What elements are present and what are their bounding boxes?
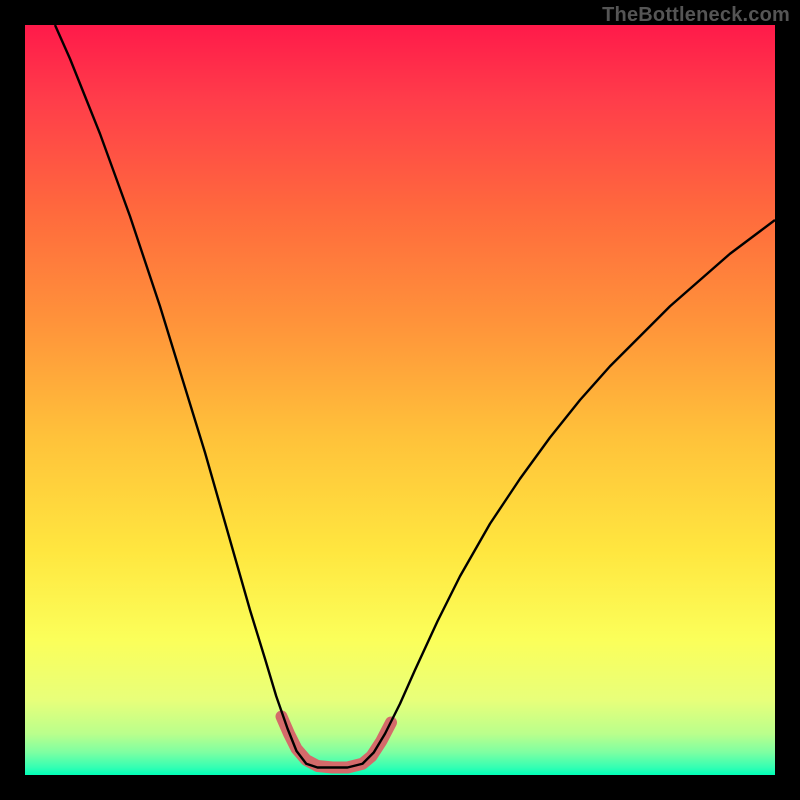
bottleneck-accent-curve	[282, 717, 392, 768]
chart-frame: TheBottleneck.com	[0, 0, 800, 800]
plot-area	[25, 25, 775, 775]
bottleneck-main-curve	[55, 25, 775, 768]
curve-layer	[25, 25, 775, 775]
watermark-text: TheBottleneck.com	[602, 4, 790, 27]
